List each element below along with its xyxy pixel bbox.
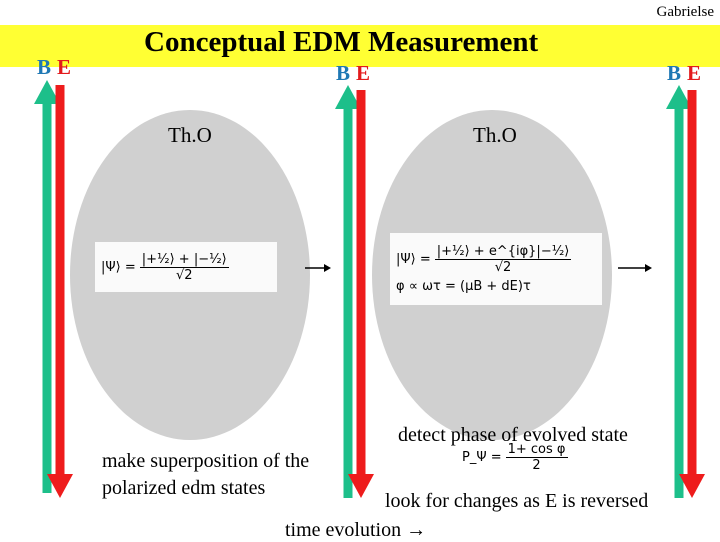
formula-numerator: |+¹⁄₂⟩ + |−¹⁄₂⟩ (139, 251, 229, 268)
e-field-label: E (356, 61, 371, 85)
b-field-label: B (667, 61, 682, 85)
title-banner (0, 25, 720, 67)
formula-denominator: √2 (494, 260, 512, 275)
probability-lhs: P_Ψ = (462, 450, 502, 465)
formula-fraction: |+¹⁄₂⟩ + |−¹⁄₂⟩ √2 (139, 251, 229, 283)
formula-lhs: |Ψ⟩ = (101, 259, 136, 275)
probability-formula: P_Ψ = 1+ cos φ 2 (462, 442, 568, 473)
molecule-label-2: Th.O (473, 123, 517, 147)
e-arrowhead-1 (47, 474, 73, 498)
formula-numerator: |+¹⁄₂⟩ + e^{iφ}|−¹⁄₂⟩ (434, 244, 572, 260)
e-arrowhead-3 (679, 474, 705, 498)
detect-phase-caption: detect phase of evolved state (398, 424, 628, 446)
probability-numerator: 1+ cos φ (505, 442, 568, 458)
connector-arrowhead-1 (324, 264, 331, 272)
b-arrowhead-1 (34, 80, 60, 104)
b-arrowhead-2 (335, 85, 361, 109)
e-field-label: E (687, 61, 702, 85)
e-field-label: E (57, 55, 72, 79)
b-arrowhead-3 (666, 85, 692, 109)
superposition-caption-line1: make superposition of the (102, 450, 310, 472)
probability-fraction: 1+ cos φ 2 (505, 442, 568, 473)
evolved-state-formula: |Ψ⟩ = |+¹⁄₂⟩ + e^{iφ}|−¹⁄₂⟩ √2 φ ∝ ωτ = … (390, 233, 602, 305)
probability-denominator: 2 (532, 458, 541, 473)
e-arrowhead-2 (348, 474, 374, 498)
time-evolution-caption: time evolution → (285, 519, 427, 541)
formula-lhs: |Ψ⟩ = (396, 252, 431, 267)
slide-title: Conceptual EDM Measurement (144, 26, 539, 58)
reverse-e-caption: look for changes as E is reversed (385, 490, 649, 512)
phase-formula: φ ∝ ωτ = (μB + dE)τ (396, 279, 531, 294)
molecule-label-1: Th.O (168, 123, 212, 147)
formula-denominator: √2 (175, 267, 193, 283)
b-field-label: B (336, 61, 351, 85)
superposition-caption-line2: polarized edm states (102, 477, 266, 499)
b-field-label: B (37, 55, 52, 79)
author-label: Gabrielse (656, 4, 714, 20)
formula-fraction: |+¹⁄₂⟩ + e^{iφ}|−¹⁄₂⟩ √2 (434, 244, 572, 275)
formula-numerator-text: |+¹⁄₂⟩ + e^{iφ}|−¹⁄₂⟩ (436, 244, 570, 259)
connector-arrowhead-2 (645, 264, 652, 272)
initial-state-formula: |Ψ⟩ = |+¹⁄₂⟩ + |−¹⁄₂⟩ √2 (95, 242, 277, 292)
